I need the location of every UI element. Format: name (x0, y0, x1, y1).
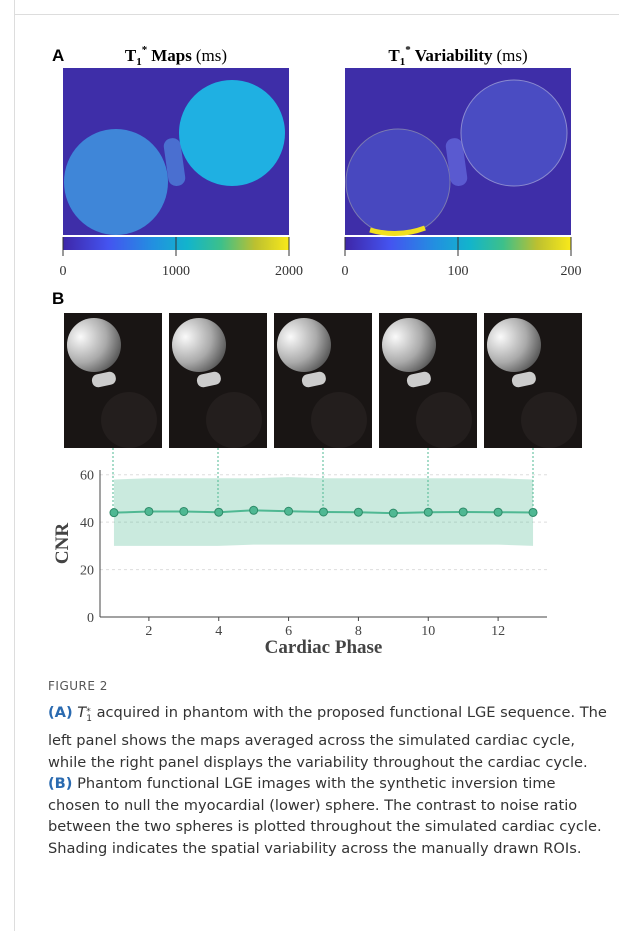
y-axis-label: CNR (52, 523, 73, 564)
title-part: 1 (136, 56, 142, 68)
tick-label: 2000 (275, 264, 303, 279)
caption-text: Phantom functional LGE images with the s… (48, 775, 602, 857)
map-title: T1*Maps(ms) (125, 44, 227, 68)
panel-label: B (52, 289, 64, 308)
ref: (B) (48, 775, 72, 792)
sphere (416, 392, 472, 448)
title-part: * (405, 44, 411, 56)
x-tick-label: 2 (145, 624, 152, 639)
point (320, 508, 328, 516)
point (250, 506, 258, 514)
tick-label: 100 (448, 264, 469, 279)
y-tick-label: 0 (87, 611, 94, 626)
sphere (311, 392, 367, 448)
tick-label: 0 (342, 264, 349, 279)
sup: * (86, 702, 91, 724)
sphere (382, 318, 436, 372)
y-tick-label: 40 (80, 516, 94, 531)
page: A T1*Maps(ms)010002000T1*Variability(ms)… (0, 0, 619, 931)
point (494, 508, 502, 516)
title-part: 1 (400, 56, 406, 68)
sphere (179, 80, 285, 186)
sphere (64, 129, 168, 235)
sphere (101, 392, 157, 448)
x-tick-label: 10 (421, 624, 435, 639)
point (389, 509, 397, 517)
x-tick-label: 4 (215, 624, 222, 639)
tick-label: 1000 (162, 264, 190, 279)
point (145, 507, 153, 515)
sphere (487, 318, 541, 372)
ref: (A) (48, 704, 73, 721)
caption: FIGURE 2 (A) T1* acquired in phantom wit… (48, 676, 608, 860)
panel-label: A (52, 46, 64, 65)
point (529, 508, 537, 516)
sphere (67, 318, 121, 372)
title-part: T (388, 46, 400, 65)
title-part: (ms) (196, 46, 227, 65)
point (285, 507, 293, 515)
point (110, 509, 118, 517)
tick-label: 200 (561, 264, 582, 279)
sphere (461, 80, 567, 186)
map-title: T1* Variability(ms) (388, 44, 527, 68)
title-part: (ms) (496, 46, 527, 65)
symbol: T (77, 704, 86, 721)
title-part: Maps (151, 46, 192, 65)
sphere (206, 392, 262, 448)
tick-label: 0 (60, 264, 67, 279)
y-tick-label: 60 (80, 469, 94, 484)
title-part: T (125, 46, 137, 65)
sphere (346, 129, 450, 235)
sphere (521, 392, 577, 448)
point (354, 508, 362, 516)
x-tick-label: 12 (491, 624, 505, 639)
title-part: * (142, 44, 148, 56)
x-axis-label: Cardiac Phase (265, 637, 383, 658)
point (459, 508, 467, 516)
point (424, 508, 432, 516)
figure-label: FIGURE 2 (48, 676, 608, 698)
y-tick-label: 20 (80, 564, 94, 579)
sphere (277, 318, 331, 372)
point (215, 508, 223, 516)
point (180, 507, 188, 515)
title-part: Variability (415, 46, 493, 65)
caption-text: acquired in phantom with the proposed fu… (48, 704, 607, 771)
sphere (172, 318, 226, 372)
